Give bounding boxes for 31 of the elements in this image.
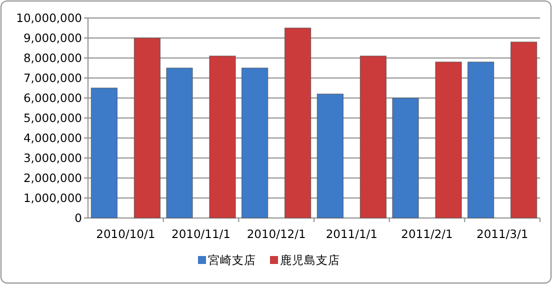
bar bbox=[284, 28, 312, 218]
legend-label: 鹿児島支店 bbox=[280, 253, 340, 267]
x-tick-label: 2010/11/1 bbox=[172, 227, 230, 241]
x-tick-label: 2011/3/1 bbox=[476, 227, 528, 241]
bar bbox=[166, 68, 193, 218]
bar bbox=[209, 56, 236, 218]
bar bbox=[435, 62, 462, 218]
y-tick-label: 5,000,000 bbox=[23, 111, 82, 125]
y-tick-label: 0 bbox=[74, 211, 82, 225]
bar bbox=[360, 56, 386, 218]
y-tick-label: 10,000,000 bbox=[16, 11, 82, 25]
bar bbox=[134, 38, 160, 218]
y-tick-label: 1,000,000 bbox=[23, 191, 82, 205]
y-tick-label: 2,000,000 bbox=[23, 171, 82, 185]
y-tick-label: 7,000,000 bbox=[23, 71, 82, 85]
y-tick-label: 3,000,000 bbox=[23, 151, 82, 165]
bar bbox=[90, 88, 118, 218]
y-tick-label: 9,000,000 bbox=[23, 31, 82, 45]
bar bbox=[392, 98, 419, 218]
y-tick-label: 4,000,000 bbox=[23, 131, 82, 145]
x-tick-label: 2011/1/1 bbox=[326, 227, 378, 241]
bar bbox=[242, 68, 268, 218]
legend-label: 宮崎支店 bbox=[208, 253, 256, 267]
x-tick-label: 2010/10/1 bbox=[96, 227, 156, 241]
y-tick-label: 6,000,000 bbox=[23, 91, 82, 105]
x-tick-label: 2010/12/1 bbox=[246, 227, 306, 241]
bar bbox=[468, 62, 494, 218]
x-tick-label: 2011/2/1 bbox=[401, 227, 453, 241]
y-tick-label: 8,000,000 bbox=[23, 51, 82, 65]
bar bbox=[510, 42, 538, 218]
bar bbox=[316, 94, 344, 218]
